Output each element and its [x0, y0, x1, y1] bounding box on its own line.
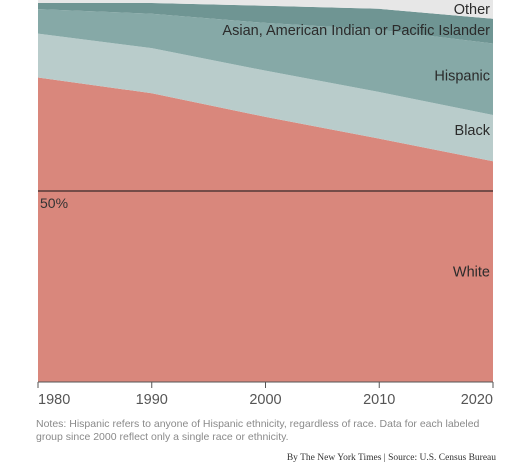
series-label-other: Other [454, 2, 490, 18]
area-layers [38, 0, 493, 383]
x-axis: 1980 1990 2000 2010 2020 [37, 381, 494, 408]
x-tick-label-2000: 2000 [249, 392, 281, 408]
series-label-hispanic: Hispanic [434, 69, 490, 85]
series-label-black: Black [455, 123, 491, 139]
x-tick-label-2020: 2020 [461, 392, 493, 408]
chart-credit: By The New York Times | Source: U.S. Cen… [286, 453, 496, 463]
series-labels: White Black Hispanic Asian, American Indian… [222, 2, 490, 281]
area-hispanic [38, 9, 493, 115]
area-asian-american-indian-or-pacific-islander [38, 3, 493, 44]
series-label-white: White [453, 265, 490, 281]
area-white [38, 77, 493, 383]
reference-line-label: 50% [40, 195, 68, 211]
chart-notes: Notes: Hispanic refers to anyone of Hisp… [36, 418, 480, 443]
series-label-asian-american-indian-or-pacific-islander: Asian, American Indian or Pacific Island… [222, 23, 490, 39]
area-other [38, 0, 493, 19]
area-black [38, 33, 493, 162]
x-tick-label-1990: 1990 [136, 392, 168, 408]
x-tick-label-2010: 2010 [363, 392, 395, 408]
x-tick-label-1980: 1980 [38, 392, 70, 408]
reference-line-group: 50% [38, 190, 493, 211]
